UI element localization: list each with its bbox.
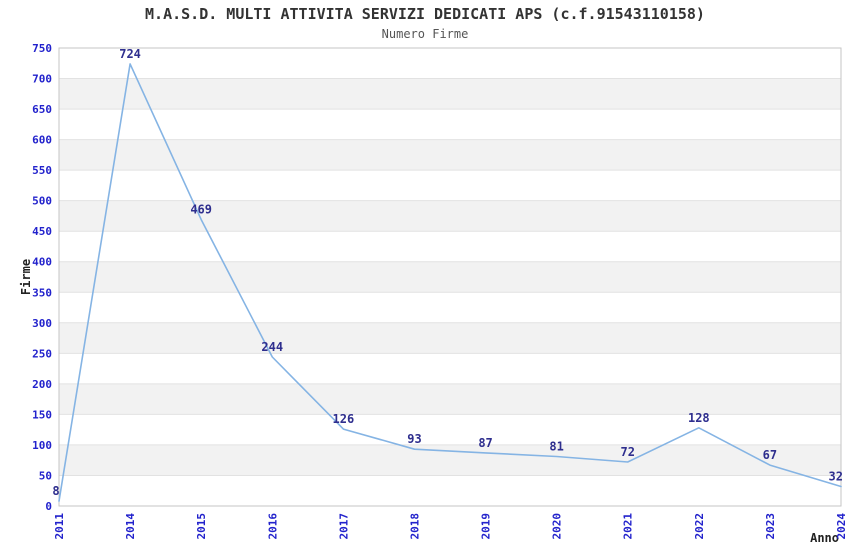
x-tick-label: 2011 xyxy=(53,513,66,540)
chart-line xyxy=(58,63,842,502)
y-tick-label: 400 xyxy=(32,256,52,269)
data-point-label: 724 xyxy=(119,47,141,61)
grid-band xyxy=(59,200,841,232)
y-tick-label: 250 xyxy=(32,347,52,360)
plot-border xyxy=(58,47,842,507)
y-tick-label: 650 xyxy=(32,103,52,116)
y-tick-label: 700 xyxy=(32,73,52,86)
grid-band xyxy=(59,322,841,354)
chart-subtitle: Numero Firme xyxy=(381,27,469,41)
x-tick-label: 2022 xyxy=(693,513,706,540)
data-point-label: 72 xyxy=(621,445,635,459)
y-tick-label: 50 xyxy=(39,469,52,482)
x-tick-label: 2014 xyxy=(124,513,137,540)
y-tick-label: 100 xyxy=(32,439,52,452)
data-point-label: 32 xyxy=(829,469,843,483)
x-tick-label: 2021 xyxy=(622,513,635,540)
data-point-label: 81 xyxy=(549,440,563,454)
x-tick-label: 2017 xyxy=(337,513,350,540)
x-tick-label: 2023 xyxy=(764,513,777,540)
x-tick-label: 2020 xyxy=(551,513,564,540)
x-tick-label: 2018 xyxy=(408,513,421,540)
grid-band xyxy=(59,261,841,293)
data-point-label: 67 xyxy=(763,448,777,462)
data-point-label: 126 xyxy=(333,412,355,426)
data-point-label: 93 xyxy=(407,432,421,446)
data-point-label: 8 xyxy=(52,484,59,498)
y-tick-label: 0 xyxy=(45,500,52,513)
y-tick-label: 550 xyxy=(32,164,52,177)
data-point-label: 469 xyxy=(190,203,212,217)
chart-title: M.A.S.D. MULTI ATTIVITA SERVIZI DEDICATI… xyxy=(145,5,705,23)
y-tick-label: 450 xyxy=(32,225,52,238)
x-tick-label: 2024 xyxy=(835,513,848,540)
y-tick-label: 750 xyxy=(32,42,52,55)
grid-band xyxy=(59,444,841,476)
data-point-label: 87 xyxy=(478,436,492,450)
grid-band xyxy=(59,383,841,415)
y-tick-label: 500 xyxy=(32,195,52,208)
y-tick-label: 200 xyxy=(32,378,52,391)
y-tick-label: 350 xyxy=(32,286,52,299)
grid-band xyxy=(59,139,841,171)
grid-band xyxy=(59,78,841,110)
y-tick-label: 150 xyxy=(32,408,52,421)
y-tick-label: 300 xyxy=(32,317,52,330)
x-tick-label: 2019 xyxy=(480,513,493,540)
x-tick-label: 2016 xyxy=(266,513,279,540)
y-tick-label: 600 xyxy=(32,134,52,147)
data-point-label: 128 xyxy=(688,411,710,425)
x-tick-label: 2015 xyxy=(195,513,208,540)
data-point-label: 244 xyxy=(261,340,283,354)
x-axis-title: Anno xyxy=(810,531,839,545)
